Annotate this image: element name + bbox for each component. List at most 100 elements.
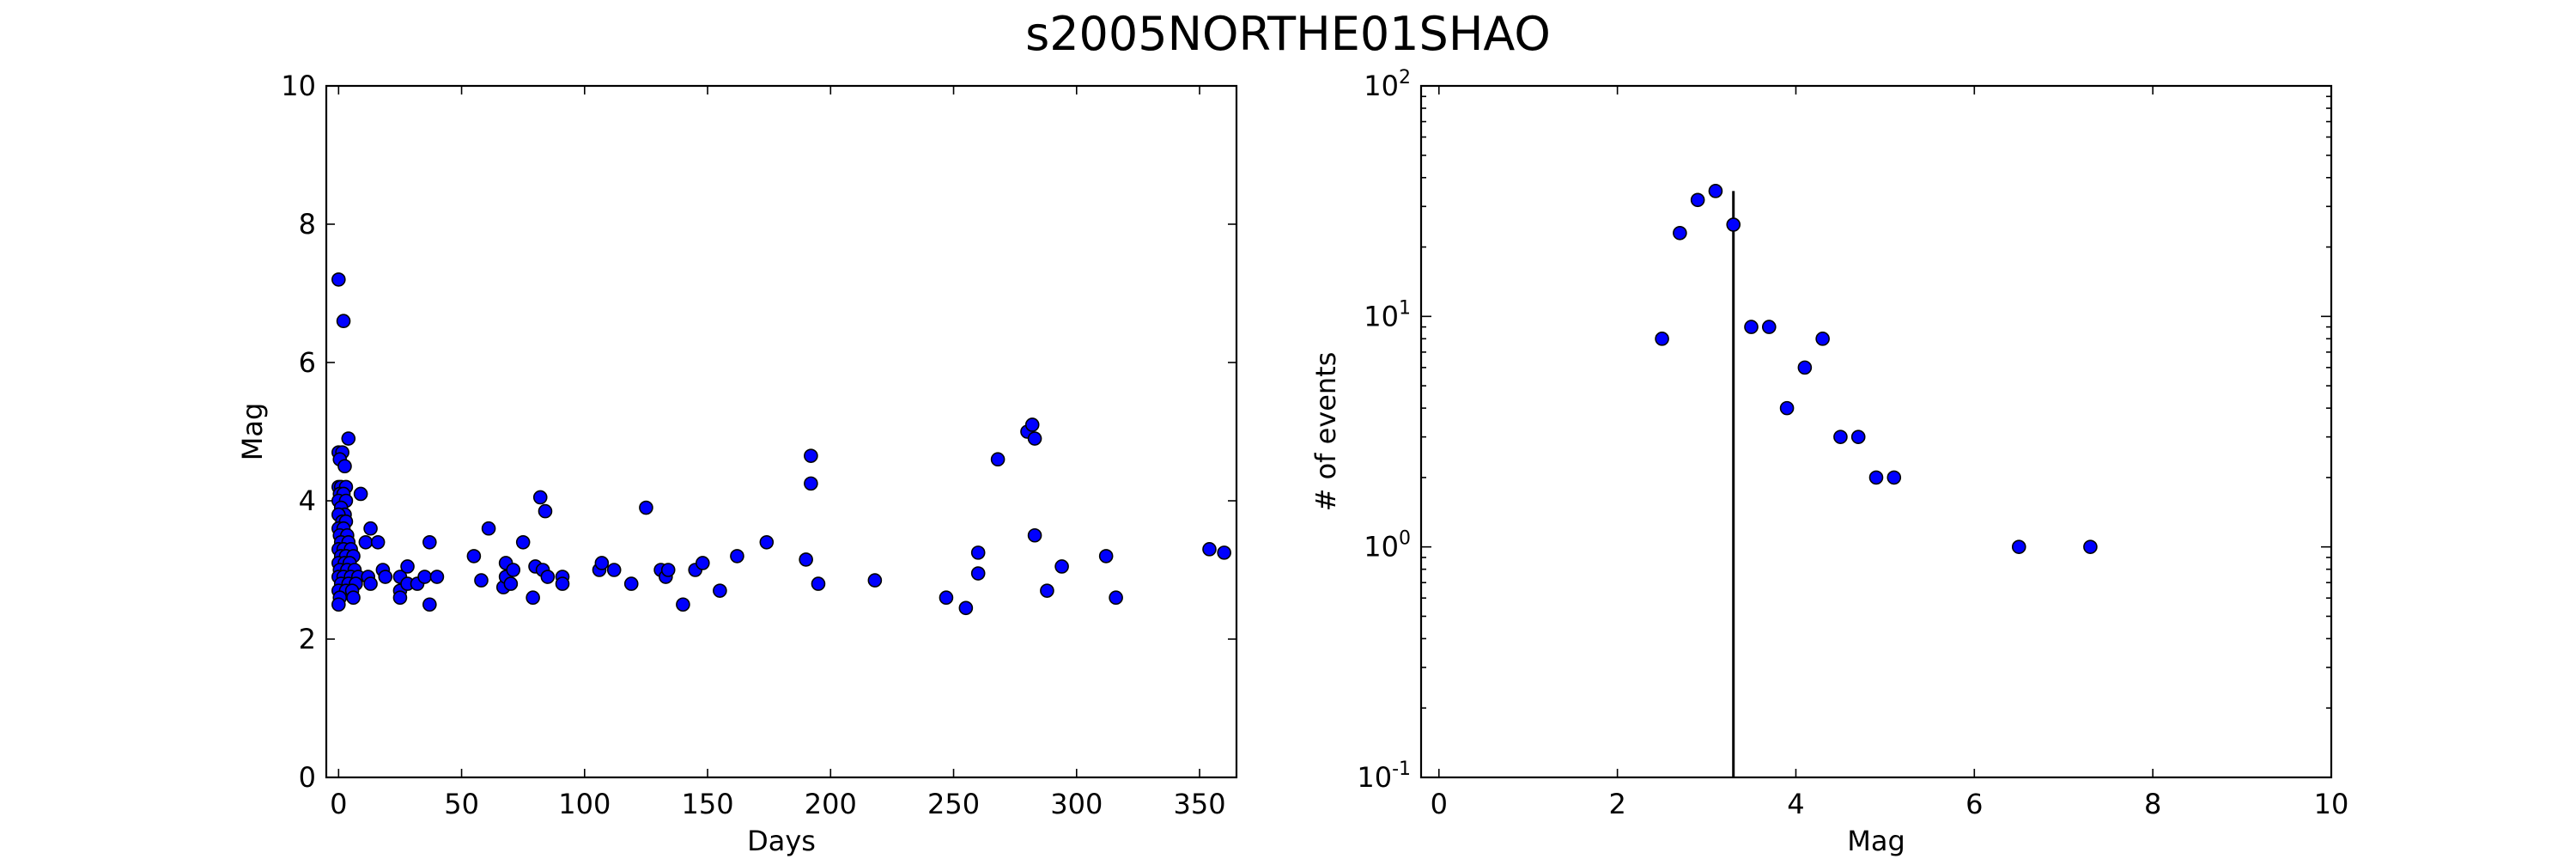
data-point xyxy=(353,486,368,502)
x-tick-label: 350 xyxy=(1173,788,1225,820)
x-tick-label: 6 xyxy=(1965,788,1983,820)
y-tick-label: 2 xyxy=(299,623,316,655)
data-point xyxy=(1761,320,1777,334)
y-tick-label: 100 xyxy=(1364,528,1411,564)
y-tick-label: 0 xyxy=(299,761,316,794)
data-point xyxy=(532,490,548,505)
data-point xyxy=(540,570,556,584)
x-tick-label: 10 xyxy=(2314,788,2349,820)
data-point xyxy=(1708,184,1723,198)
y-tick-label: 101 xyxy=(1364,297,1411,332)
data-point xyxy=(1797,360,1813,375)
data-point xyxy=(990,452,1005,467)
data-point xyxy=(804,448,818,463)
data-point xyxy=(1655,332,1669,346)
data-point xyxy=(1027,527,1042,543)
data-point xyxy=(1040,583,1054,598)
data-point xyxy=(341,431,356,446)
data-point xyxy=(606,563,622,577)
left-plot-days-vs-mag: 0 50 100 150 200 250 300 350 0 2 4 6 8 10 Days Mag xyxy=(236,70,1238,857)
data-point xyxy=(639,500,653,515)
y-tick-label: 10-1 xyxy=(1357,758,1411,794)
data-point xyxy=(417,570,432,584)
data-point xyxy=(526,590,540,606)
data-point xyxy=(392,590,408,606)
data-point xyxy=(811,576,826,591)
data-point xyxy=(1886,470,1902,485)
data-point xyxy=(1779,400,1795,416)
data-point xyxy=(331,597,346,612)
y-tick-label: 10 xyxy=(281,70,316,102)
data-point xyxy=(696,556,710,570)
data-point xyxy=(867,573,883,588)
x-tick-label: 200 xyxy=(805,788,857,820)
data-point xyxy=(336,314,351,329)
data-point xyxy=(1217,545,1231,560)
data-point xyxy=(1726,217,1741,232)
data-point xyxy=(730,549,744,564)
x-tick-label: 4 xyxy=(1787,788,1804,820)
data-point xyxy=(804,476,818,491)
data-point xyxy=(506,563,521,577)
data-point xyxy=(970,566,986,581)
data-point xyxy=(1109,590,1123,606)
data-point xyxy=(1024,417,1040,432)
right-plot-mag-histogram: 0 2 4 6 8 10 10-1 100 101 102 Mag # of events xyxy=(1309,67,2348,857)
y-tick-label: 102 xyxy=(1364,67,1411,102)
y-tick-label: 8 xyxy=(299,208,316,241)
x-tick-label: 150 xyxy=(682,788,734,820)
data-point xyxy=(1690,192,1705,208)
data-point xyxy=(358,534,374,550)
data-point xyxy=(958,600,974,616)
x-tick-label: 8 xyxy=(2144,788,2161,820)
data-point xyxy=(1098,549,1114,564)
data-point xyxy=(346,590,361,606)
data-point xyxy=(1833,430,1848,444)
x-tick-label: 100 xyxy=(558,788,611,820)
data-point xyxy=(1815,332,1830,346)
data-point xyxy=(970,545,986,560)
plot-frame xyxy=(1419,84,2333,779)
x-tick-label: 250 xyxy=(927,788,980,820)
y-axis-label: Mag xyxy=(236,403,269,461)
x-tick-label: 2 xyxy=(1608,788,1625,820)
x-tick-label: 300 xyxy=(1050,788,1103,820)
data-point xyxy=(422,597,437,612)
y-tick-label: 4 xyxy=(299,484,316,517)
data-point xyxy=(1850,430,1866,444)
data-point xyxy=(594,556,610,570)
data-point xyxy=(363,521,378,536)
data-point xyxy=(1054,559,1069,574)
data-point xyxy=(337,459,352,474)
data-point xyxy=(2011,539,2026,554)
data-point xyxy=(422,534,437,550)
data-point xyxy=(1027,431,1042,446)
x-axis-label: Mag xyxy=(1847,825,1905,857)
data-point xyxy=(481,521,496,536)
data-point xyxy=(660,563,676,577)
data-point xyxy=(713,583,727,598)
figure-title: s2005NORTHE01SHAO xyxy=(1025,7,1551,61)
data-point xyxy=(474,573,489,588)
data-point xyxy=(555,576,570,591)
data-point xyxy=(378,570,393,584)
data-point xyxy=(799,552,813,567)
x-tick-label: 50 xyxy=(444,788,479,820)
data-point xyxy=(1744,320,1759,334)
data-point xyxy=(515,534,531,550)
data-point xyxy=(429,570,445,584)
data-point xyxy=(2083,539,2098,554)
data-point xyxy=(1202,542,1217,557)
data-point xyxy=(331,272,346,287)
data-point xyxy=(939,590,954,606)
data-point xyxy=(370,534,386,550)
x-tick-label: 0 xyxy=(330,788,347,820)
y-axis-label: # of events xyxy=(1309,352,1342,512)
data-point xyxy=(1868,470,1884,485)
data-point xyxy=(759,534,775,550)
y-tick-label: 6 xyxy=(299,346,316,379)
data-point xyxy=(503,576,519,591)
data-point xyxy=(538,503,553,519)
data-point xyxy=(363,576,378,591)
